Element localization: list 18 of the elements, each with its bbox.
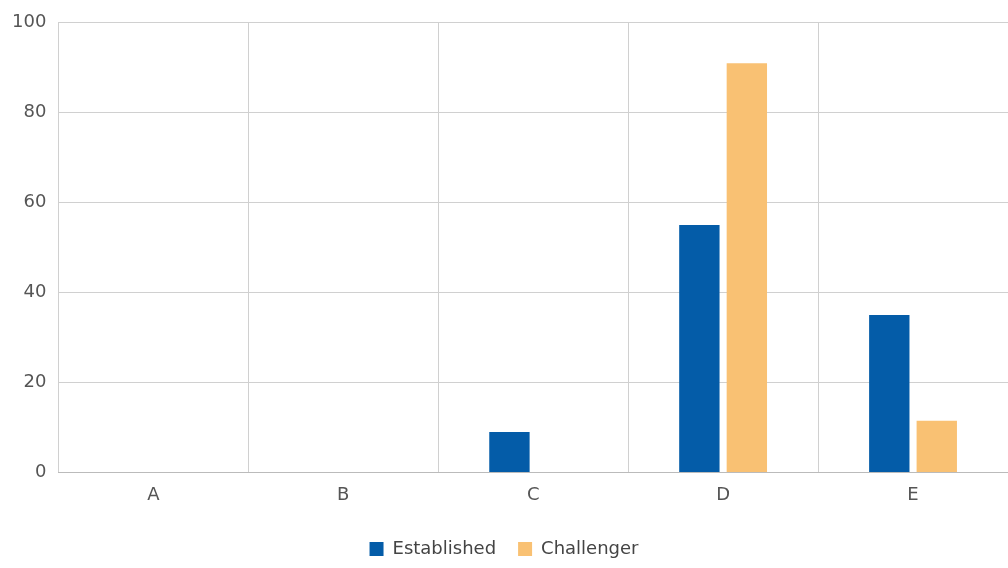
- y-tick-label: 0: [34, 460, 47, 482]
- y-tick-label: 40: [23, 280, 47, 302]
- x-tick-label: B: [337, 482, 350, 504]
- x-tick-label: E: [907, 482, 919, 504]
- legend-label: Challenger: [541, 536, 640, 558]
- bar: [916, 420, 957, 472]
- bar: [869, 315, 910, 472]
- y-tick-label: 80: [23, 100, 47, 122]
- bar: [679, 225, 720, 472]
- bar: [489, 431, 530, 472]
- y-tick-label: 20: [23, 370, 47, 392]
- y-tick-label: 100: [12, 10, 47, 32]
- x-tick-label: A: [147, 482, 161, 504]
- y-tick-label: 60: [23, 190, 47, 212]
- x-tick-label: D: [716, 482, 731, 504]
- x-tick-label: C: [526, 482, 540, 504]
- legend-label: Established: [392, 536, 497, 558]
- bar: [726, 63, 768, 472]
